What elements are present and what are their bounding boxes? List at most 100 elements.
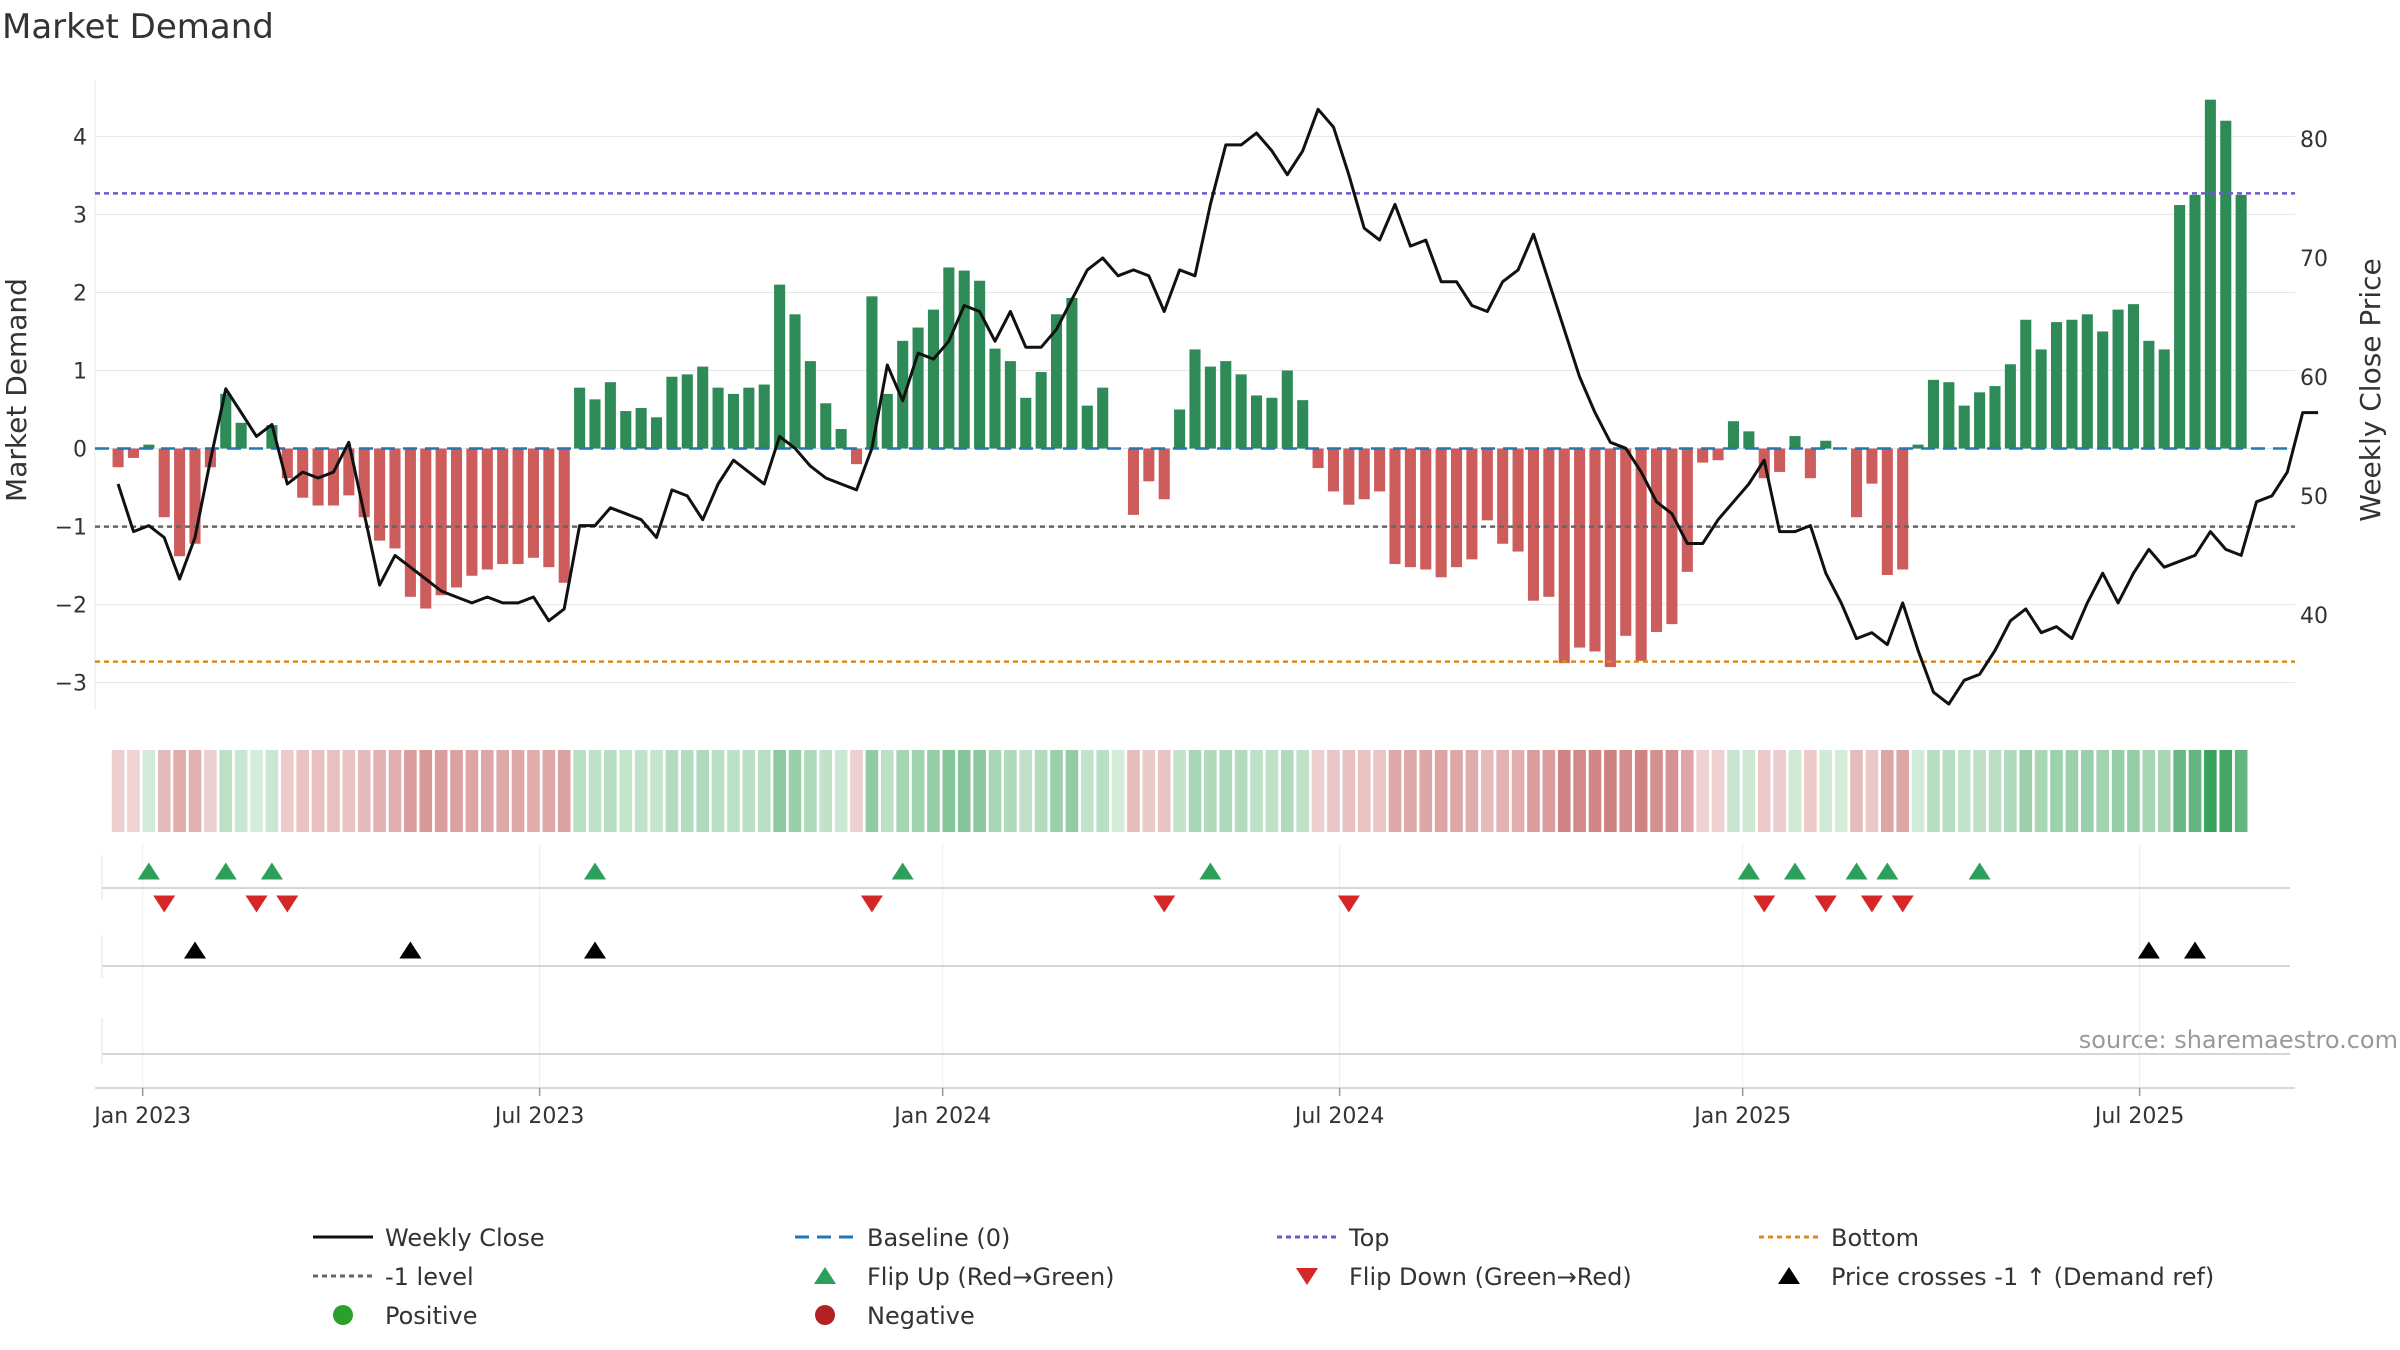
strip-cell [1142, 750, 1156, 832]
strip-cell [1188, 750, 1202, 832]
strip-cell [988, 750, 1002, 832]
strip-cell [696, 750, 709, 832]
legend-item: Baseline (0) [795, 1224, 1010, 1252]
demand-bar [1774, 448, 1786, 472]
demand-bar [1327, 448, 1339, 492]
demand-bar [1958, 405, 1970, 449]
y-tick-label: 4 [73, 125, 87, 150]
strip-cell [1419, 750, 1433, 832]
demand-bar [712, 387, 724, 449]
demand-bar [774, 284, 786, 449]
demand-bar [235, 422, 247, 449]
strip-cell [1527, 750, 1540, 832]
flip-down-marker [1153, 895, 1176, 913]
strip-cell [1281, 750, 1294, 832]
strip-cell [342, 750, 356, 832]
strip-cell [1450, 750, 1463, 832]
demand-bar [1435, 448, 1447, 578]
strip-cell [296, 750, 309, 832]
demand-bar [958, 270, 970, 449]
strip-cell [1696, 750, 1709, 832]
strip-cell [788, 750, 802, 832]
price-cross-marker [184, 941, 206, 959]
demand-bar [1820, 440, 1832, 449]
strip-cell [2219, 750, 2233, 832]
strip-cell [942, 750, 956, 832]
demand-bar [681, 374, 693, 449]
demand-bar [789, 314, 801, 449]
strip-cell [2188, 750, 2202, 832]
strip-cell [419, 750, 433, 832]
demand-bar [112, 448, 124, 468]
strip-cell [1111, 750, 1125, 832]
demand-bar [1712, 448, 1724, 461]
strip-cell [357, 750, 371, 832]
demand-bar [266, 425, 278, 449]
strip-cell [757, 750, 771, 832]
demand-bar [527, 448, 539, 558]
demand-bar [1604, 448, 1616, 668]
source-note: source: sharemaestro.com [2079, 1026, 2398, 1054]
legend-item: Price crosses -1 ↑ (Demand ref) [1778, 1263, 2214, 1291]
flip-up-marker [214, 862, 237, 880]
x-tick-label: Jul 2023 [493, 1104, 585, 1129]
strip-cell [481, 750, 494, 832]
legend-label: Flip Up (Red→Green) [867, 1263, 1115, 1291]
demand-bar [497, 448, 509, 565]
strip-cell [1634, 750, 1648, 832]
strip-cell [1234, 750, 1248, 832]
demand-bar [866, 296, 878, 449]
demand-bar [2220, 120, 2232, 449]
strip-cell [327, 750, 340, 832]
flip-up-marker [891, 862, 914, 880]
demand-bar [989, 348, 1001, 449]
legend-label: Baseline (0) [867, 1224, 1010, 1252]
demand-bar [1127, 448, 1139, 515]
demand-bar [1789, 436, 1801, 449]
demand-bar [2004, 364, 2016, 449]
demand-bar [820, 403, 832, 449]
strip-cell [573, 750, 586, 832]
y-tick-label: 1 [73, 359, 87, 384]
demand-bar [143, 444, 155, 449]
demand-bar [1389, 448, 1401, 565]
flip-down-marker [860, 895, 883, 913]
strip-cell [1819, 750, 1833, 832]
strip-cell [1204, 750, 1217, 832]
demand-bar [1312, 448, 1324, 469]
strip-cell [1404, 750, 1417, 832]
strip-cell [1834, 750, 1848, 832]
main-plot [95, 99, 2319, 706]
legend-item: Flip Up (Red→Green) [814, 1263, 1115, 1291]
axes-layer: 4 3 2 1 0 −1 −2 −3 80 70 60 50 40 Jan 2023 Jul 2023 Jan… [55, 125, 2328, 1129]
y-tick-label: −3 [55, 672, 87, 697]
demand-bar [1697, 448, 1709, 463]
strip-cell [1681, 750, 1694, 832]
demand-bar [358, 448, 370, 518]
demand-bar [897, 340, 909, 449]
demand-bar [158, 448, 170, 518]
y2-tick-label: 40 [2300, 604, 2328, 629]
strip-cell [711, 750, 725, 832]
demand-bar [1974, 392, 1986, 449]
strip-cell [250, 750, 263, 832]
y-tick-label: −1 [55, 516, 87, 541]
demand-bar [1912, 444, 1924, 449]
flip-down-marker [1814, 895, 1837, 913]
demand-bar [1727, 421, 1739, 449]
demand-bar [1004, 361, 1016, 449]
legend-swatch [814, 1267, 836, 1284]
demand-bar [558, 448, 570, 583]
demand-bar [1158, 448, 1170, 500]
strip-cell [2234, 750, 2248, 832]
legend-label: Flip Down (Green→Red) [1349, 1263, 1632, 1291]
demand-bar [2051, 322, 2063, 449]
legend-swatch [333, 1305, 353, 1325]
strip-cell [127, 750, 140, 832]
strip-cell [1311, 750, 1325, 832]
strip-cell [1481, 750, 1494, 832]
demand-bar [1804, 448, 1816, 479]
strip-cell [496, 750, 509, 832]
legend-item: Weekly Close [313, 1224, 545, 1252]
demand-bar [1620, 448, 1632, 636]
